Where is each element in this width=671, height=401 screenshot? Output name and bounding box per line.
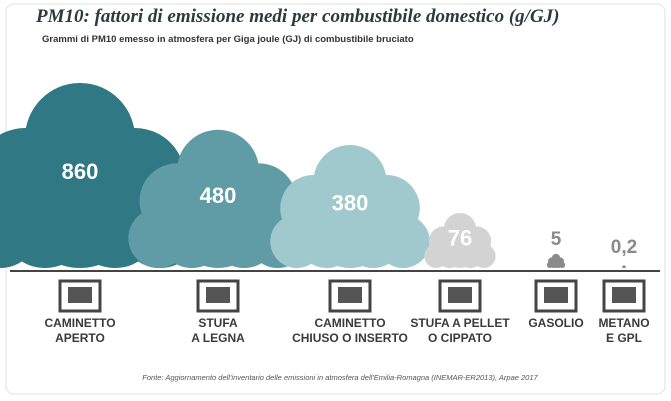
category-label: CAMINETTO CHIUSO O INSERTO bbox=[292, 316, 408, 345]
cloud bbox=[622, 265, 626, 269]
cloud bbox=[270, 145, 430, 268]
category-label: GASOLIO bbox=[528, 316, 584, 330]
cloud bbox=[424, 213, 496, 268]
value-label: 5 bbox=[551, 229, 562, 250]
cloud-puff bbox=[442, 232, 478, 268]
category-label: STUFA A PELLET O CIPPATO bbox=[410, 316, 510, 345]
icon-inner bbox=[544, 287, 568, 303]
cloud-puff bbox=[376, 214, 430, 268]
chart-title: PM10: fattori di emissione medi per comb… bbox=[35, 6, 560, 27]
cloud-puff bbox=[471, 244, 496, 268]
cloud-puff bbox=[424, 244, 449, 268]
value-label: 380 bbox=[332, 191, 369, 216]
cloud-puff bbox=[546, 261, 553, 269]
value-label: 0,2 bbox=[611, 237, 637, 258]
cloud-puff bbox=[623, 266, 625, 268]
category-label: CAMINETTO APERTO bbox=[44, 316, 116, 345]
cloud-puff bbox=[128, 208, 189, 268]
cloud-puff bbox=[622, 266, 624, 269]
cloud-puff bbox=[310, 188, 390, 268]
cloud bbox=[546, 253, 566, 269]
cloud-puff bbox=[559, 261, 566, 269]
cloud-puff bbox=[270, 214, 324, 268]
cloud bbox=[128, 129, 308, 268]
source: Fonte: Aggiornamento dell'inventario del… bbox=[142, 373, 538, 382]
subtitle: Grammi di PM10 emesso in atmosfera per G… bbox=[42, 34, 414, 45]
category-label: METANO E GPL bbox=[598, 316, 650, 345]
cloud-puff bbox=[0, 188, 40, 268]
icon-inner bbox=[206, 287, 230, 303]
icon-inner bbox=[612, 287, 636, 303]
icon-inner bbox=[68, 287, 92, 303]
cloud-puff bbox=[19, 147, 141, 268]
value-label: 860 bbox=[62, 159, 99, 184]
cloud-puff bbox=[624, 266, 626, 269]
icon-inner bbox=[448, 287, 472, 303]
value-label: 76 bbox=[448, 226, 472, 251]
cloud-puff bbox=[173, 178, 263, 268]
cloud-puff bbox=[551, 258, 561, 269]
icon-inner bbox=[338, 287, 362, 303]
category-label: STUFA A LEGNA bbox=[191, 316, 245, 345]
value-label: 480 bbox=[200, 183, 237, 208]
